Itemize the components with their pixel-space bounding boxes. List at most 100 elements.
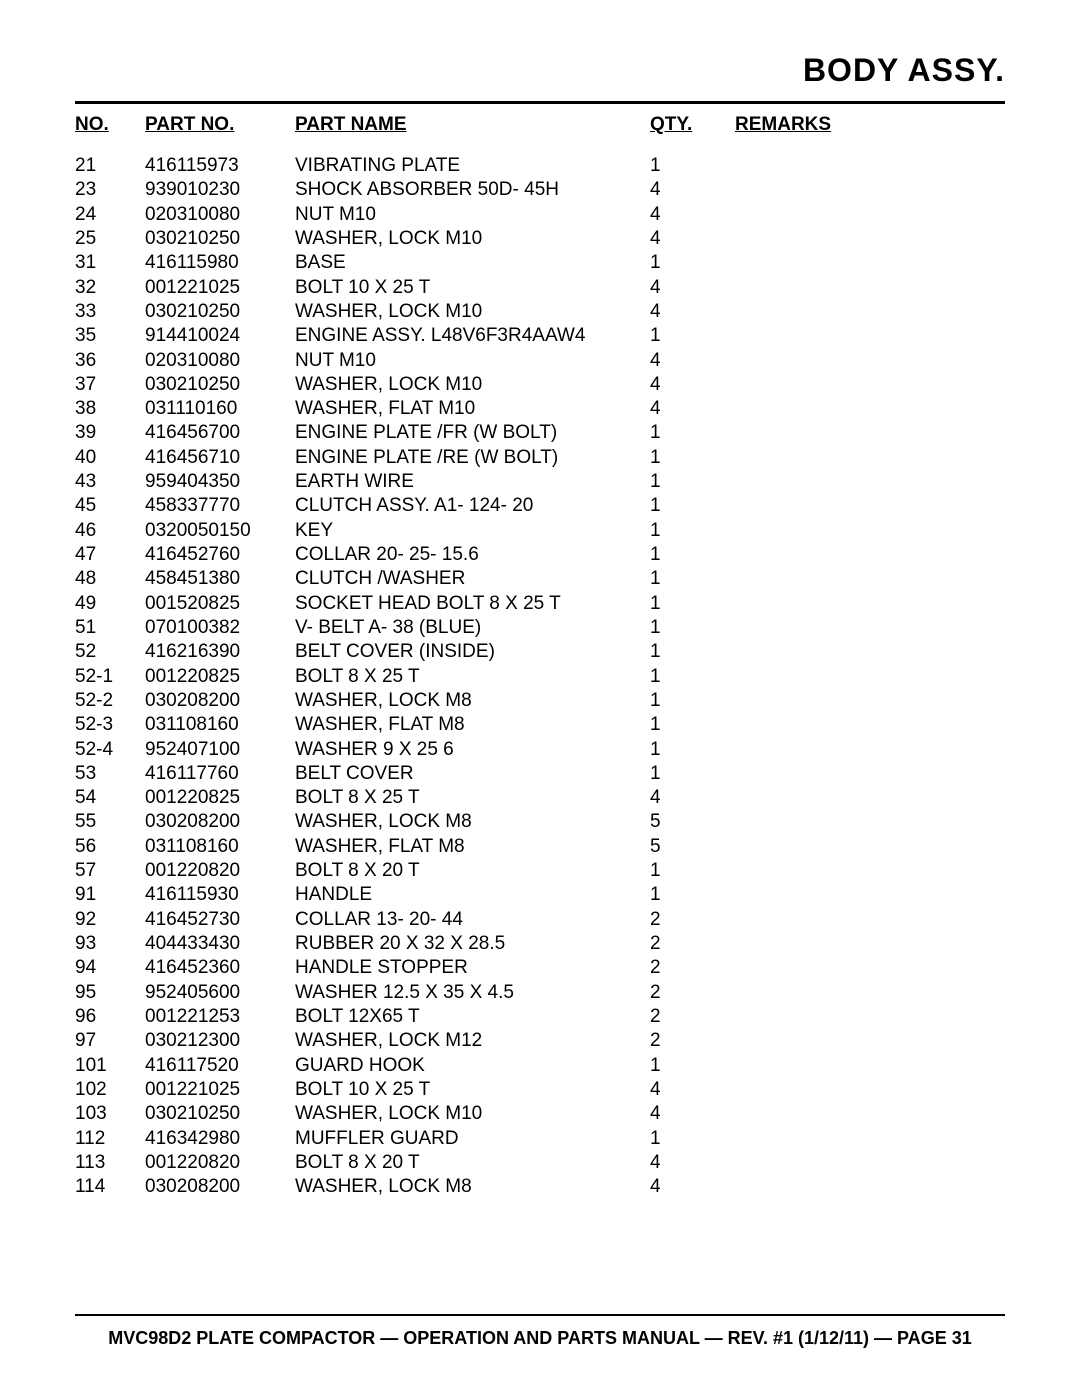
cell-partno: 416115980 — [145, 251, 295, 275]
cell-partno: 939010230 — [145, 178, 295, 202]
cell-name: COLLAR 13- 20- 44 — [295, 908, 650, 932]
cell-qty: 2 — [650, 932, 735, 956]
cell-remarks — [735, 1175, 1005, 1199]
cell-no: 38 — [75, 397, 145, 421]
cell-remarks — [735, 738, 1005, 762]
cell-partno: 952405600 — [145, 981, 295, 1005]
cell-remarks — [735, 567, 1005, 591]
cell-remarks — [735, 1078, 1005, 1102]
cell-no: 45 — [75, 494, 145, 518]
cell-qty: 4 — [650, 1078, 735, 1102]
cell-remarks — [735, 373, 1005, 397]
cell-remarks — [735, 227, 1005, 251]
cell-remarks — [735, 324, 1005, 348]
cell-partno: 030210250 — [145, 300, 295, 324]
cell-no: 91 — [75, 883, 145, 907]
cell-name: BELT COVER — [295, 762, 650, 786]
cell-name: RUBBER 20 X 32 X 28.5 — [295, 932, 650, 956]
table-row: 102001221025BOLT 10 X 25 T4 — [75, 1078, 1005, 1102]
cell-partno: 001220820 — [145, 859, 295, 883]
cell-qty: 1 — [650, 567, 735, 591]
table-row: 94416452360HANDLE STOPPER2 — [75, 956, 1005, 980]
cell-name: NUT M10 — [295, 203, 650, 227]
cell-name: BOLT 8 X 25 T — [295, 786, 650, 810]
table-row: 103030210250WASHER, LOCK M104 — [75, 1102, 1005, 1126]
table-row: 92416452730COLLAR 13- 20- 442 — [75, 908, 1005, 932]
table-row: 57001220820BOLT 8 X 20 T1 — [75, 859, 1005, 883]
cell-name: WASHER, LOCK M10 — [295, 373, 650, 397]
table-row: 112416342980MUFFLER GUARD1 — [75, 1127, 1005, 1151]
cell-partno: 416117760 — [145, 762, 295, 786]
cell-no: 52-2 — [75, 689, 145, 713]
cell-name: SHOCK ABSORBER 50D- 45H — [295, 178, 650, 202]
table-row: 48458451380CLUTCH /WASHER1 — [75, 567, 1005, 591]
cell-name: KEY — [295, 519, 650, 543]
cell-remarks — [735, 543, 1005, 567]
cell-qty: 1 — [650, 543, 735, 567]
table-row: 47416452760COLLAR 20- 25- 15.61 — [75, 543, 1005, 567]
col-header-qty: QTY. — [650, 114, 735, 154]
cell-no: 25 — [75, 227, 145, 251]
cell-partno: 0320050150 — [145, 519, 295, 543]
cell-partno: 914410024 — [145, 324, 295, 348]
cell-qty: 4 — [650, 227, 735, 251]
cell-partno: 458451380 — [145, 567, 295, 591]
table-row: 96001221253BOLT 12X65 T2 — [75, 1005, 1005, 1029]
cell-no: 114 — [75, 1175, 145, 1199]
table-row: 52416216390BELT COVER (INSIDE)1 — [75, 640, 1005, 664]
cell-remarks — [735, 446, 1005, 470]
table-row: 93404433430RUBBER 20 X 32 X 28.52 — [75, 932, 1005, 956]
cell-no: 39 — [75, 421, 145, 445]
cell-qty: 2 — [650, 908, 735, 932]
cell-remarks — [735, 665, 1005, 689]
table-row: 25030210250WASHER, LOCK M104 — [75, 227, 1005, 251]
cell-no: 103 — [75, 1102, 145, 1126]
cell-no: 40 — [75, 446, 145, 470]
cell-qty: 1 — [650, 470, 735, 494]
cell-remarks — [735, 1054, 1005, 1078]
cell-no: 52-4 — [75, 738, 145, 762]
cell-qty: 1 — [650, 421, 735, 445]
cell-partno: 070100382 — [145, 616, 295, 640]
cell-no: 37 — [75, 373, 145, 397]
cell-qty: 1 — [650, 592, 735, 616]
cell-partno: 001220825 — [145, 665, 295, 689]
table-row: 31416115980BASE1 — [75, 251, 1005, 275]
cell-remarks — [735, 859, 1005, 883]
cell-remarks — [735, 592, 1005, 616]
cell-remarks — [735, 908, 1005, 932]
cell-partno: 001220825 — [145, 786, 295, 810]
table-row: 97030212300WASHER, LOCK M122 — [75, 1029, 1005, 1053]
cell-partno: 001221025 — [145, 1078, 295, 1102]
cell-partno: 458337770 — [145, 494, 295, 518]
cell-remarks — [735, 689, 1005, 713]
col-header-no: NO. — [75, 114, 145, 154]
table-row: 52-2030208200WASHER, LOCK M81 — [75, 689, 1005, 713]
cell-no: 55 — [75, 810, 145, 834]
cell-name: WASHER, FLAT M10 — [295, 397, 650, 421]
cell-remarks — [735, 178, 1005, 202]
cell-name: BOLT 8 X 20 T — [295, 1151, 650, 1175]
cell-no: 52-3 — [75, 713, 145, 737]
cell-remarks — [735, 470, 1005, 494]
cell-name: WASHER, LOCK M12 — [295, 1029, 650, 1053]
cell-qty: 5 — [650, 810, 735, 834]
parts-table: NO. PART NO. PART NAME QTY. REMARKS 2141… — [75, 114, 1005, 1199]
cell-partno: 030212300 — [145, 1029, 295, 1053]
cell-name: WASHER, LOCK M8 — [295, 810, 650, 834]
table-row: 54001220825BOLT 8 X 25 T4 — [75, 786, 1005, 810]
cell-no: 47 — [75, 543, 145, 567]
cell-partno: 030208200 — [145, 1175, 295, 1199]
table-row: 95952405600WASHER 12.5 X 35 X 4.52 — [75, 981, 1005, 1005]
cell-qty: 1 — [650, 519, 735, 543]
cell-remarks — [735, 494, 1005, 518]
cell-no: 21 — [75, 154, 145, 178]
cell-partno: 416342980 — [145, 1127, 295, 1151]
cell-partno: 416115973 — [145, 154, 295, 178]
cell-no: 43 — [75, 470, 145, 494]
cell-no: 52-1 — [75, 665, 145, 689]
cell-remarks — [735, 397, 1005, 421]
cell-partno: 001221253 — [145, 1005, 295, 1029]
cell-no: 46 — [75, 519, 145, 543]
cell-partno: 001221025 — [145, 276, 295, 300]
